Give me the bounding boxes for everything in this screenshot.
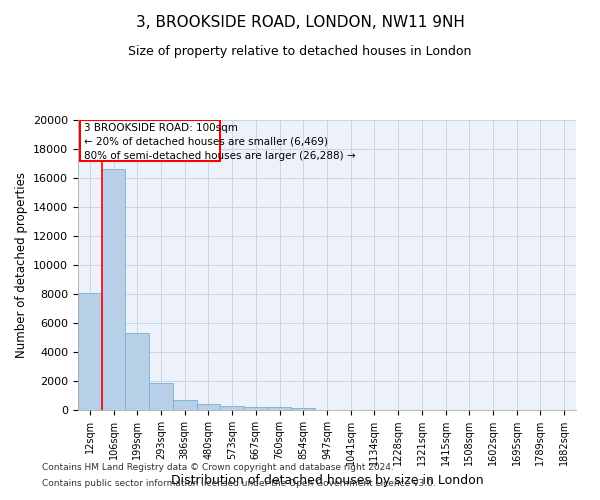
Bar <box>292 408 315 410</box>
Bar <box>80 120 220 160</box>
Text: 3 BROOKSIDE ROAD: 100sqm
← 20% of detached houses are smaller (6,469)
80% of sem: 3 BROOKSIDE ROAD: 100sqm ← 20% of detach… <box>84 123 356 161</box>
Y-axis label: Number of detached properties: Number of detached properties <box>14 172 28 358</box>
Bar <box>125 333 149 410</box>
Bar <box>102 170 125 410</box>
Bar <box>173 400 197 410</box>
X-axis label: Distribution of detached houses by size in London: Distribution of detached houses by size … <box>170 474 484 486</box>
Bar <box>78 292 102 410</box>
Text: Contains HM Land Registry data © Crown copyright and database right 2024.: Contains HM Land Registry data © Crown c… <box>42 464 394 472</box>
Bar <box>149 383 173 410</box>
Text: Contains public sector information licensed under the Open Government Licence v3: Contains public sector information licen… <box>42 478 436 488</box>
Bar <box>268 407 292 410</box>
Text: Size of property relative to detached houses in London: Size of property relative to detached ho… <box>128 45 472 58</box>
Text: 3, BROOKSIDE ROAD, LONDON, NW11 9NH: 3, BROOKSIDE ROAD, LONDON, NW11 9NH <box>136 15 464 30</box>
Bar <box>197 404 220 410</box>
Bar <box>244 407 268 410</box>
Bar <box>220 406 244 410</box>
